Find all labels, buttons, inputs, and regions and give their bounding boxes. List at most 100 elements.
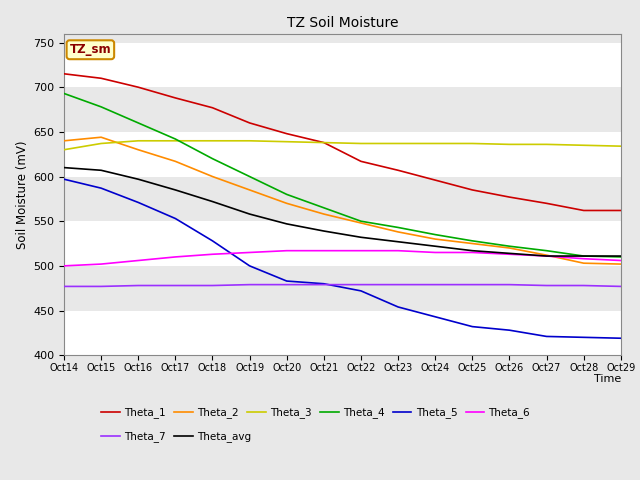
Theta_avg (431, 243, 439, 249)
Theta_4 (617, 254, 625, 260)
Theta_avg (209, 199, 216, 204)
Theta_7 (394, 282, 402, 288)
Theta_2 (246, 187, 253, 193)
Theta_2 (283, 201, 291, 206)
Theta_4 (394, 225, 402, 230)
Theta_1 (506, 194, 513, 200)
Theta_5 (543, 334, 550, 339)
Text: TZ_sm: TZ_sm (70, 43, 111, 56)
Theta_5 (60, 176, 68, 182)
Theta_avg (283, 221, 291, 227)
Theta_6 (97, 261, 105, 267)
Theta_5 (617, 336, 625, 341)
Theta_4 (246, 174, 253, 180)
Theta_2 (394, 229, 402, 235)
Bar (64, 221, 621, 266)
Theta_avg (468, 248, 476, 253)
Theta_7 (172, 283, 179, 288)
Theta_avg (506, 251, 513, 256)
Theta_avg (394, 239, 402, 245)
Theta_7 (580, 283, 588, 288)
Theta_7 (320, 282, 328, 288)
Theta_3 (357, 141, 365, 146)
Theta_3 (543, 142, 550, 147)
Theta_1 (209, 105, 216, 110)
Theta_2 (617, 261, 625, 267)
Theta_7 (60, 284, 68, 289)
Theta_3 (580, 143, 588, 148)
Line: Theta_7: Theta_7 (64, 285, 621, 287)
Theta_5 (357, 288, 365, 294)
Theta_5 (431, 314, 439, 320)
Bar (64, 43, 621, 87)
Y-axis label: Soil Moisture (mV): Soil Moisture (mV) (16, 140, 29, 249)
Theta_4 (283, 192, 291, 197)
Theta_6 (543, 253, 550, 259)
Theta_1 (617, 207, 625, 213)
Line: Theta_2: Theta_2 (64, 137, 621, 264)
Theta_5 (320, 281, 328, 287)
Theta_1 (60, 71, 68, 77)
Theta_3 (172, 138, 179, 144)
Line: Theta_6: Theta_6 (64, 251, 621, 266)
Theta_5 (394, 304, 402, 310)
Theta_6 (209, 252, 216, 257)
Theta_6 (283, 248, 291, 253)
Theta_avg (97, 168, 105, 173)
Theta_5 (209, 238, 216, 244)
Theta_2 (209, 174, 216, 180)
Line: Theta_4: Theta_4 (64, 94, 621, 257)
Theta_1 (320, 140, 328, 145)
Theta_6 (431, 250, 439, 255)
Theta_2 (320, 211, 328, 217)
Theta_5 (580, 335, 588, 340)
Theta_3 (617, 144, 625, 149)
Theta_7 (506, 282, 513, 288)
Theta_5 (283, 278, 291, 284)
Theta_4 (60, 91, 68, 96)
Theta_7 (357, 282, 365, 288)
Bar (64, 311, 621, 355)
Theta_3 (468, 141, 476, 146)
Theta_5 (246, 263, 253, 269)
Theta_3 (320, 140, 328, 145)
Theta_2 (134, 147, 142, 153)
Theta_6 (468, 250, 476, 255)
Theta_6 (246, 250, 253, 255)
Theta_4 (543, 248, 550, 253)
Theta_6 (580, 256, 588, 262)
Theta_2 (543, 252, 550, 258)
Theta_avg (134, 176, 142, 182)
Theta_2 (60, 138, 68, 144)
Theta_5 (97, 185, 105, 191)
Line: Theta_1: Theta_1 (64, 74, 621, 210)
Theta_6 (506, 252, 513, 257)
Legend: Theta_7, Theta_avg: Theta_7, Theta_avg (97, 427, 255, 446)
Theta_avg (580, 253, 588, 259)
Theta_1 (246, 120, 253, 126)
Theta_2 (580, 260, 588, 266)
Theta_3 (209, 138, 216, 144)
X-axis label: Time: Time (593, 374, 621, 384)
Theta_1 (580, 207, 588, 213)
Theta_3 (60, 147, 68, 153)
Theta_avg (617, 253, 625, 259)
Theta_6 (134, 258, 142, 264)
Theta_1 (172, 95, 179, 101)
Theta_2 (172, 158, 179, 164)
Theta_7 (134, 283, 142, 288)
Theta_6 (394, 248, 402, 253)
Theta_6 (617, 258, 625, 264)
Theta_4 (431, 232, 439, 238)
Theta_1 (543, 201, 550, 206)
Theta_4 (357, 218, 365, 224)
Theta_6 (320, 248, 328, 253)
Theta_5 (134, 200, 142, 205)
Theta_4 (320, 205, 328, 211)
Theta_7 (543, 283, 550, 288)
Theta_3 (134, 138, 142, 144)
Theta_7 (617, 284, 625, 289)
Theta_5 (172, 216, 179, 221)
Theta_1 (97, 75, 105, 81)
Theta_5 (468, 324, 476, 329)
